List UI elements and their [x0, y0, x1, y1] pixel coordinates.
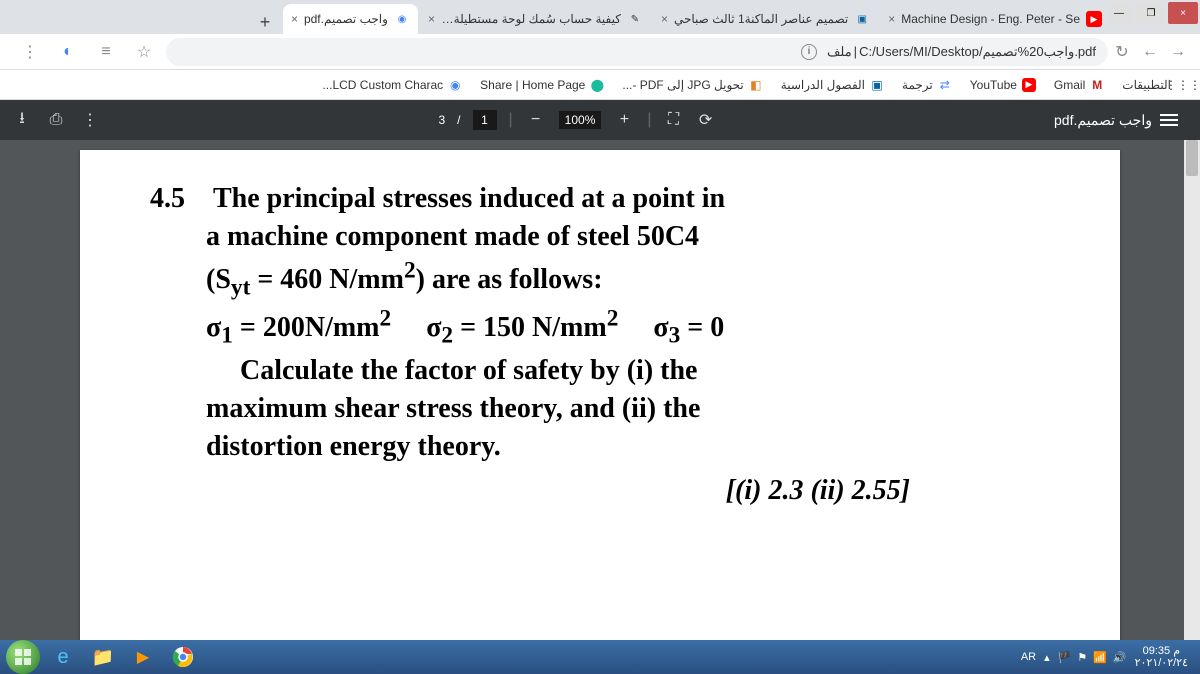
tab-close-icon[interactable]: ×	[428, 12, 435, 26]
zoom-out-button[interactable]: −	[525, 109, 547, 131]
more-icon[interactable]: ⋮	[80, 110, 100, 130]
bookmark-classes[interactable]: ▣ الفصول الدراسية	[781, 78, 884, 92]
download-icon[interactable]: ⭳	[12, 110, 32, 130]
bookmark-youtube[interactable]: ▶ YouTube	[970, 78, 1036, 92]
reading-list-icon[interactable]: ≡	[92, 38, 120, 66]
scrollbar[interactable]	[1184, 140, 1200, 674]
back-button[interactable]: →	[1164, 38, 1192, 66]
problem-number: 4.5	[150, 180, 206, 218]
sidebar-toggle-icon[interactable]	[1160, 114, 1178, 126]
apps-icon: ⋮⋮⋮	[1176, 78, 1190, 92]
taskbar-explorer-icon[interactable]: 📁	[84, 643, 122, 671]
bookmark-gmail[interactable]: M Gmail	[1054, 78, 1104, 92]
tab-title: كيفية حساب سُمك لوحة مستطيلة - علم - 21	[441, 12, 621, 26]
tab-close-icon[interactable]: ×	[888, 12, 895, 26]
tab-close-icon[interactable]: ×	[291, 12, 298, 26]
pdf-page: 4.5 The principal stresses induced at a …	[80, 150, 1120, 660]
youtube-icon: ▶	[1086, 11, 1102, 27]
youtube-icon: ▶	[1022, 78, 1036, 92]
pdf-viewport: 4.5 The principal stresses induced at a …	[0, 140, 1200, 674]
fit-page-icon[interactable]: ⛶	[664, 110, 684, 130]
tab-article[interactable]: ✎ كيفية حساب سُمك لوحة مستطيلة - علم - 2…	[420, 4, 651, 34]
page-slash: /	[457, 113, 460, 127]
problem-text: 4.5 The principal stresses induced at a …	[150, 180, 1050, 510]
extension-icon[interactable]: ◐	[54, 38, 82, 66]
classroom-icon: ▣	[854, 11, 870, 27]
rotate-icon[interactable]: ⟳	[696, 110, 716, 130]
tray-volume-icon[interactable]: 🔊	[1113, 651, 1127, 664]
url-text: C:/Users/MI/Desktop/واجب20%تصميم.pdf	[859, 44, 1096, 60]
bookmark-jpg2pdf[interactable]: ◧ تحويل JPG إلى PDF -...	[622, 78, 762, 92]
taskbar-media-icon[interactable]: ▶	[124, 643, 162, 671]
tab-pdf-active[interactable]: ◉ واجب تصميم.pdf ×	[283, 4, 418, 34]
bookmarks-bar: ⋮⋮⋮ التطبيقات M Gmail ▶ YouTube ⇄ ترجمة …	[0, 70, 1200, 100]
tab-title: Machine Design - Eng. Peter - Se	[901, 12, 1080, 26]
bookmark-share[interactable]: ⬤ Share | Home Page	[480, 78, 604, 92]
zoom-value: 100%	[559, 111, 602, 129]
tray-language[interactable]: AR	[1021, 651, 1036, 663]
window-maximize[interactable]: ❐	[1136, 2, 1166, 24]
taskbar-chrome-icon[interactable]	[164, 643, 202, 671]
tab-machine-design[interactable]: ▶ Machine Design - Eng. Peter - Se ×	[880, 4, 1110, 34]
scrollbar-thumb[interactable]	[1186, 140, 1198, 176]
page-icon: ✎	[627, 11, 643, 27]
tray-up-icon[interactable]: ▴	[1044, 651, 1050, 664]
pdf-toolbar: واجب تصميم.pdf 3 / | − 100% + | ⛶ ⟳ ⭳ ⎙ …	[0, 100, 1200, 140]
bookmark-lcd[interactable]: ◉ LCD Custom Charac...	[322, 78, 462, 92]
favorite-icon[interactable]: ☆	[130, 38, 158, 66]
window-close[interactable]: ×	[1168, 2, 1198, 24]
convert-icon: ◧	[749, 78, 763, 92]
bookmark-apps[interactable]: ⋮⋮⋮ التطبيقات	[1122, 78, 1190, 92]
tab-title: واجب تصميم.pdf	[304, 12, 388, 26]
translate-icon: ⇄	[938, 78, 952, 92]
print-icon[interactable]: ⎙	[46, 110, 66, 130]
menu-icon[interactable]: ⋮	[16, 38, 44, 66]
zoom-in-button[interactable]: +	[613, 109, 635, 131]
forward-button[interactable]: ←	[1136, 38, 1164, 66]
answer-text: [(i) 2.3 (ii) 2.55]	[150, 472, 1050, 510]
page-total: 3	[438, 113, 445, 127]
share-icon: ⬤	[590, 78, 604, 92]
browser-tabs: ▶ Machine Design - Eng. Peter - Se × ▣ ت…	[0, 0, 1200, 34]
address-field[interactable]: i ملف | C:/Users/MI/Desktop/واجب20%تصميم…	[166, 38, 1108, 66]
tab-title: تصميم عناصر الماكنة1 ثالث صباحي	[674, 12, 848, 26]
start-button[interactable]	[4, 643, 42, 671]
drive-icon: ◉	[394, 11, 410, 27]
system-tray: AR ▴ 🏴 ⚑ 📶 🔊 09:35 م ٢٠٢١/٠٢/٢٤	[1021, 645, 1196, 669]
taskbar-ie-icon[interactable]: e	[44, 643, 82, 671]
tab-classroom[interactable]: ▣ تصميم عناصر الماكنة1 ثالث صباحي ×	[653, 4, 878, 34]
url-file-label: ملف	[827, 44, 852, 60]
url-bar: → ← ↻ i ملف | C:/Users/MI/Desktop/واجب20…	[0, 34, 1200, 70]
tray-clock[interactable]: 09:35 م ٢٠٢١/٠٢/٢٤	[1135, 645, 1188, 669]
page-number-input[interactable]	[473, 110, 497, 130]
gmail-icon: M	[1090, 78, 1104, 92]
drive-icon: ◉	[448, 78, 462, 92]
tab-close-icon[interactable]: ×	[661, 12, 668, 26]
tray-network-icon[interactable]: 📶	[1093, 651, 1107, 664]
classroom-icon: ▣	[870, 78, 884, 92]
new-tab-button[interactable]: +	[253, 10, 277, 34]
pdf-filename: واجب تصميم.pdf	[1054, 112, 1152, 129]
reload-button[interactable]: ↻	[1108, 38, 1136, 66]
taskbar: e 📁 ▶ AR ▴ 🏴 ⚑ 📶 🔊 09:35 م ٢٠٢١/٠٢/٢٤	[0, 640, 1200, 674]
info-icon[interactable]: i	[801, 44, 817, 60]
tray-flag-icon[interactable]: 🏴	[1058, 651, 1072, 664]
tray-action-icon[interactable]: ⚑	[1077, 651, 1087, 664]
bookmark-translate[interactable]: ⇄ ترجمة	[902, 78, 952, 92]
